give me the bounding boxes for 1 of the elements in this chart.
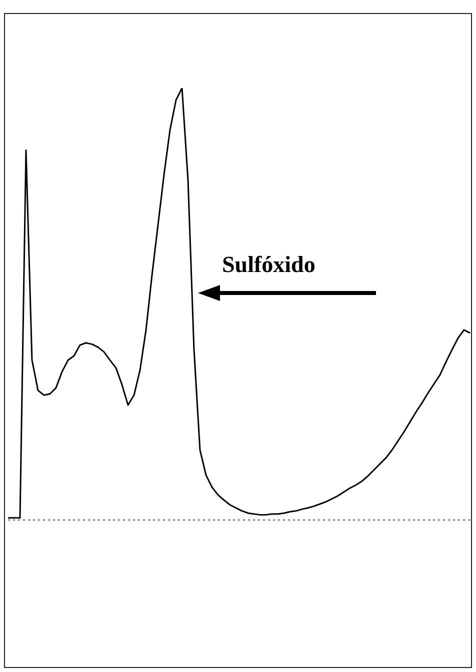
annotation: Sulfóxido (222, 252, 316, 277)
